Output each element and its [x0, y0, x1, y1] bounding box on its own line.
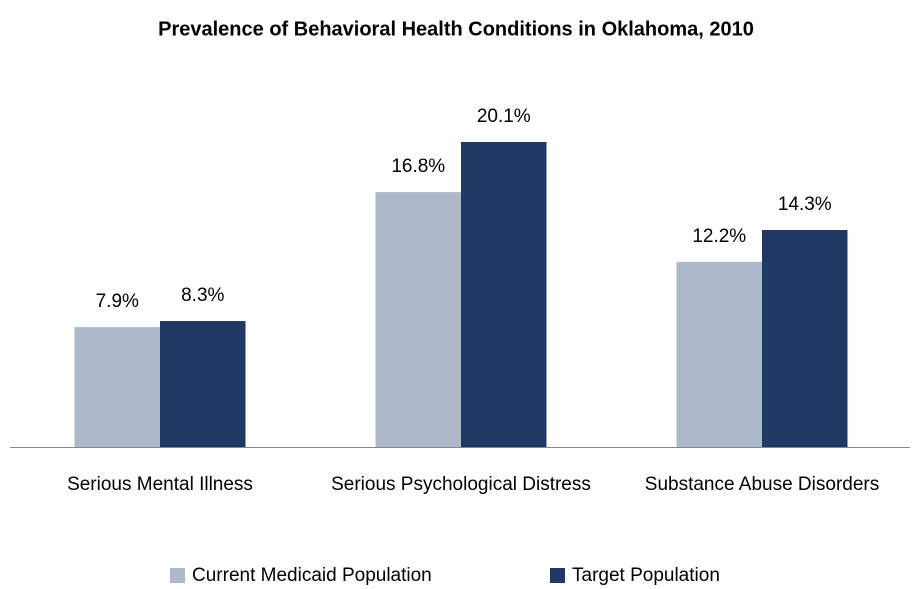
x-tick-label: Substance Abuse Disorders: [644, 474, 880, 495]
data-label: 20.1%: [477, 106, 531, 127]
legend-label: Target Population: [572, 565, 720, 586]
data-label: 16.8%: [391, 156, 445, 177]
bar: [375, 192, 461, 447]
data-label: 14.3%: [778, 194, 832, 215]
data-label: 8.3%: [181, 285, 224, 306]
data-label: 12.2%: [692, 226, 746, 247]
legend-label: Current Medicaid Population: [192, 565, 432, 586]
x-tick-label: Serious Mental Illness: [67, 474, 253, 495]
bar: [762, 230, 848, 447]
bar: [676, 261, 762, 447]
x-tick-label: Serious Psychological Distress: [331, 474, 591, 495]
data-label: 7.9%: [96, 291, 139, 312]
bar: [160, 321, 246, 447]
bar: [461, 142, 547, 447]
legend-swatch: [170, 568, 185, 583]
legend-swatch: [550, 568, 565, 583]
chart-title: Prevalence of Behavioral Health Conditio…: [158, 18, 754, 40]
bar: [74, 327, 160, 447]
